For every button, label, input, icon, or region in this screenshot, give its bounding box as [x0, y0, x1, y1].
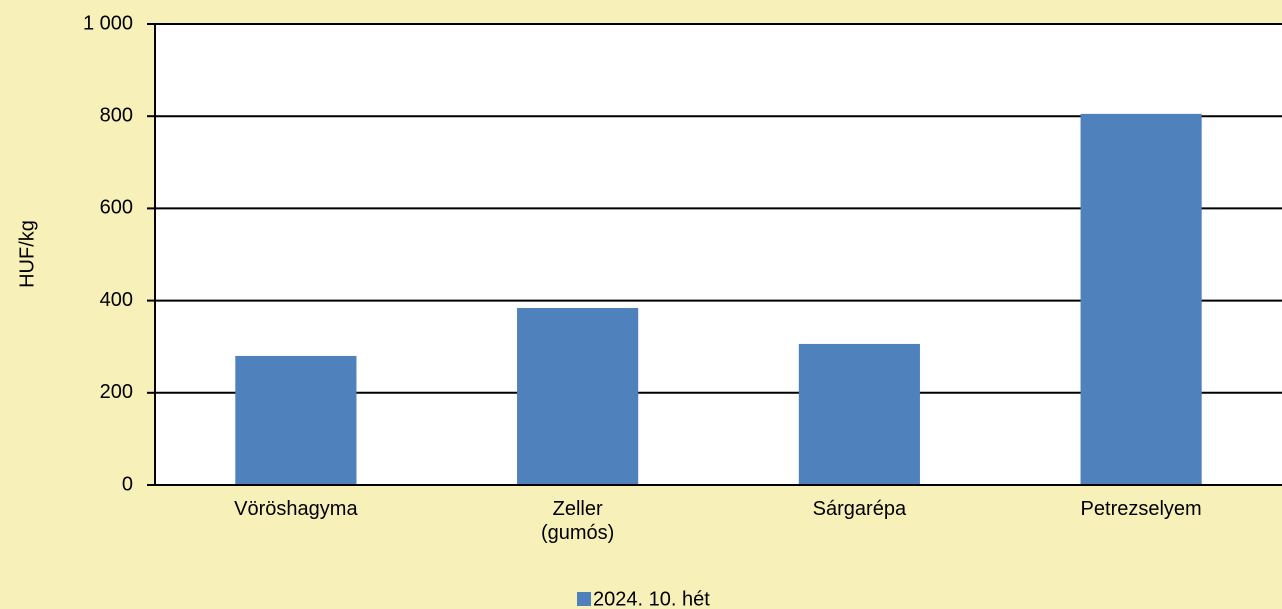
- bar: [1080, 113, 1202, 486]
- x-tick-label: Sárgarépa: [812, 498, 907, 520]
- legend-label: 2024. 10. hét: [593, 588, 710, 609]
- bar: [517, 307, 639, 485]
- y-tick-label: 1 000: [83, 12, 133, 34]
- legend-swatch: [577, 592, 591, 606]
- bar: [798, 343, 920, 485]
- y-tick-label: 400: [100, 289, 133, 311]
- x-tick-label: Vöröshagyma: [234, 498, 358, 520]
- y-tick-label: 0: [122, 473, 133, 495]
- y-tick-label: 800: [100, 104, 133, 126]
- y-tick-label: 600: [100, 197, 133, 219]
- y-tick-label: 200: [100, 381, 133, 403]
- bar: [235, 355, 357, 485]
- y-axis-label: HUF/kg: [16, 220, 38, 288]
- x-tick-label: Petrezselyem: [1080, 498, 1202, 520]
- x-tick-label: Zeller (gumós): [540, 498, 615, 544]
